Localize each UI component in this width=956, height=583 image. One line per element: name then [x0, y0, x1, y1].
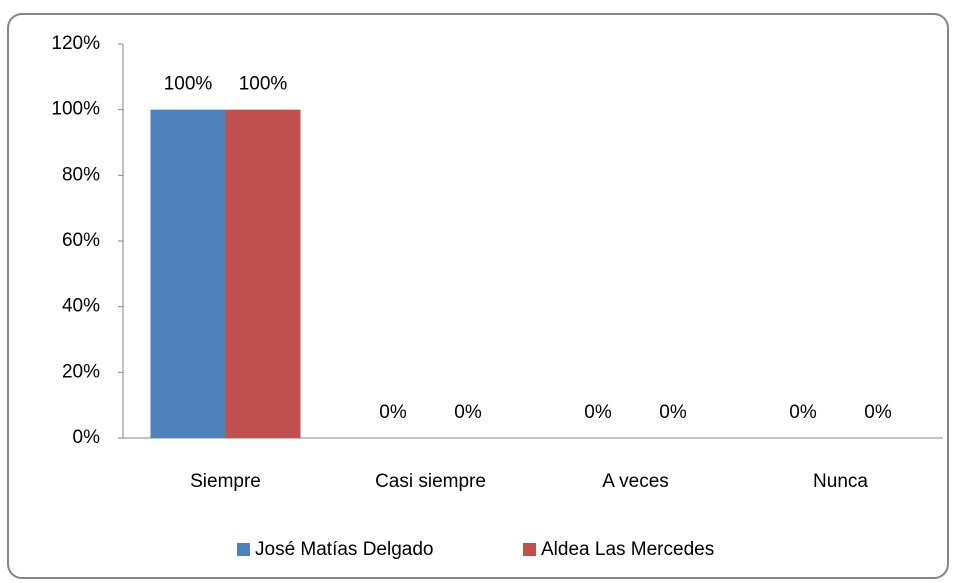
x-tick-label: A veces — [602, 471, 669, 492]
data-label: 100% — [164, 74, 213, 95]
data-label: 0% — [659, 402, 687, 423]
x-tick-label: Nunca — [813, 471, 868, 492]
y-tick-label: 120% — [51, 33, 100, 54]
y-tick-label: 40% — [62, 296, 100, 317]
y-tick-label: 20% — [62, 361, 100, 382]
legend-label: Aldea Las Mercedes — [541, 539, 714, 560]
data-label: 0% — [454, 402, 482, 423]
data-label: 0% — [789, 402, 817, 423]
data-label: 0% — [864, 402, 892, 423]
y-tick-label: 60% — [62, 230, 100, 251]
data-label: 100% — [239, 74, 288, 95]
legend-label: José Matías Delgado — [255, 539, 434, 560]
chart-border — [7, 13, 949, 579]
bar — [150, 109, 226, 439]
legend-swatch — [523, 543, 536, 556]
y-tick-label: 100% — [51, 99, 100, 120]
legend-swatch — [237, 543, 250, 556]
y-tick-label: 80% — [62, 164, 100, 185]
y-tick-label: 0% — [73, 427, 101, 448]
bar — [225, 109, 301, 439]
data-label: 0% — [584, 402, 612, 423]
x-tick-label: Siempre — [190, 471, 261, 492]
x-tick-label: Casi siempre — [375, 471, 486, 492]
data-label: 0% — [379, 402, 407, 423]
